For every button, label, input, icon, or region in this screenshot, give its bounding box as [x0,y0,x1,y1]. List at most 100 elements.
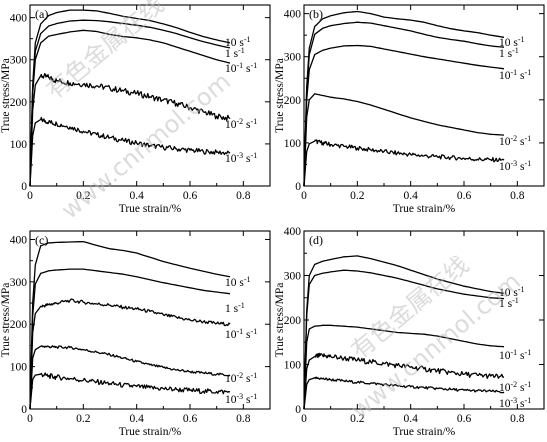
x-tick-label: 0.8 [236,413,251,425]
series-line-3 [29,345,231,410]
x-tick-label: 0.6 [183,190,198,202]
series-line-2 [303,324,505,410]
x-axis-label: True strain/% [119,203,182,215]
series-label-2: 10-1 s-1 [499,348,531,362]
y-tick-label: 100 [284,138,302,150]
x-axis-label: True strain/% [393,203,456,215]
series-line-4 [303,139,505,187]
series-line-1 [29,19,231,187]
series-label-3: 10-2 s-1 [225,371,257,385]
y-tick-label: 400 [10,234,28,246]
plot-frame [29,4,271,187]
x-tick-label: 0.2 [350,190,365,202]
series-label-1: 1 s-1 [499,296,519,310]
panel-label: (a) [35,7,48,21]
panel-a: 0 0.2 0.4 0.6 0.8 0 100 200 300 400 True strain/% T… [0,4,271,215]
watermark-text: 有色金属在线 [41,0,169,105]
series-line-0 [29,240,231,410]
series-label-0: 10 s-1 [225,35,251,49]
series-label-4: 10-3 s-1 [225,392,257,406]
x-axis-label: True strain/% [393,426,456,438]
series-line-4 [29,116,231,187]
y-tick-label: 400 [284,9,302,21]
series-label-2: 10-1 s-1 [499,68,531,82]
x-axis-label: True strain/% [119,426,182,438]
panel-label: (b) [309,7,323,21]
series-line-3 [303,93,505,187]
series-line-1 [303,21,505,187]
series-label-4: 10-3 s-1 [499,159,531,173]
x-tick-label: 0 [301,190,307,202]
series-label-1: 1 s-1 [225,301,245,315]
series-label-3: 10-2 s-1 [225,117,257,131]
plot-frame [29,230,271,410]
x-tick-label: 0.4 [403,413,418,425]
x-tick-label: 0.6 [183,413,198,425]
y-tick-label: 100 [284,360,302,372]
x-tick-label: 0.6 [457,190,472,202]
series-line-1 [29,268,231,410]
y-tick-label: 200 [10,319,28,331]
y-tick-label: 0 [21,404,27,416]
panel-label: (d) [309,233,323,247]
x-tick-label: 0.6 [457,413,472,425]
y-tick-label: 0 [295,404,301,416]
series-line-3 [303,352,505,410]
series-label-3: 10-2 s-1 [499,134,531,148]
x-tick-label: 0 [27,190,33,202]
y-tick-label: 400 [10,13,28,25]
y-tick-label: 300 [284,52,302,64]
x-tick-label: 0 [27,413,33,425]
series-label-2: 10-1 s-1 [225,61,257,75]
y-tick-label: 0 [295,181,301,193]
panel-d: 0 0.2 0.4 0.6 0.8 0 100 200 300 400 True strain/% T… [274,226,545,438]
panel-c: 0 0.2 0.4 0.6 0.8 0 100 200 300 400 True strain/% T… [0,230,271,438]
x-tick-label: 0.2 [350,413,365,425]
y-tick-label: 100 [10,139,28,151]
x-tick-label: 0.8 [510,190,525,202]
y-axis-label: True stress/MPa [274,283,286,358]
y-tick-label: 300 [10,55,28,67]
y-axis-label: True stress/MPa [0,58,12,133]
x-tick-label: 0.8 [510,413,525,425]
plot-frame [303,4,545,187]
x-tick-label: 0.2 [76,190,91,202]
series-label-4: 10-3 s-1 [225,151,257,165]
series-line-0 [303,10,505,187]
watermark-text: www.cnnmol.com [56,67,236,224]
series-line-2 [29,29,231,187]
series-line-4 [29,372,231,410]
series-label-0: 10 s-1 [499,285,525,299]
series-label-0: 10 s-1 [225,275,251,289]
series-line-2 [303,44,505,187]
series-label-2: 10-1 s-1 [225,327,257,341]
x-tick-label: 0.4 [129,413,144,425]
y-axis-label: True stress/MPa [274,58,286,133]
y-tick-label: 300 [284,271,302,283]
series-line-0 [29,9,231,187]
series-label-3: 10-2 s-1 [499,380,531,394]
x-tick-label: 0.4 [403,190,418,202]
x-tick-label: 0.4 [129,190,144,202]
y-tick-label: 300 [10,277,28,289]
x-tick-label: 0.8 [236,190,251,202]
panel-label: (c) [35,233,48,247]
y-tick-label: 0 [21,181,27,193]
x-tick-label: 0 [301,413,307,425]
series-label-1: 1 s-1 [499,46,519,60]
series-label-0: 10 s-1 [499,35,525,49]
series-label-4: 10-3 s-1 [499,396,531,410]
series-line-2 [29,298,231,410]
y-tick-label: 200 [10,97,28,109]
y-axis-label: True stress/MPa [0,283,12,358]
series-label-1: 1 s-1 [225,46,245,60]
y-tick-label: 200 [284,315,302,327]
y-tick-label: 100 [10,362,28,374]
panel-b: 0 0.2 0.4 0.6 0.8 0 100 200 300 400 True strain/% T… [274,4,545,215]
y-tick-label: 400 [284,226,302,238]
series-line-1 [303,269,505,410]
y-tick-label: 200 [284,95,302,107]
series-line-0 [303,255,505,410]
series-line-4 [303,376,505,410]
